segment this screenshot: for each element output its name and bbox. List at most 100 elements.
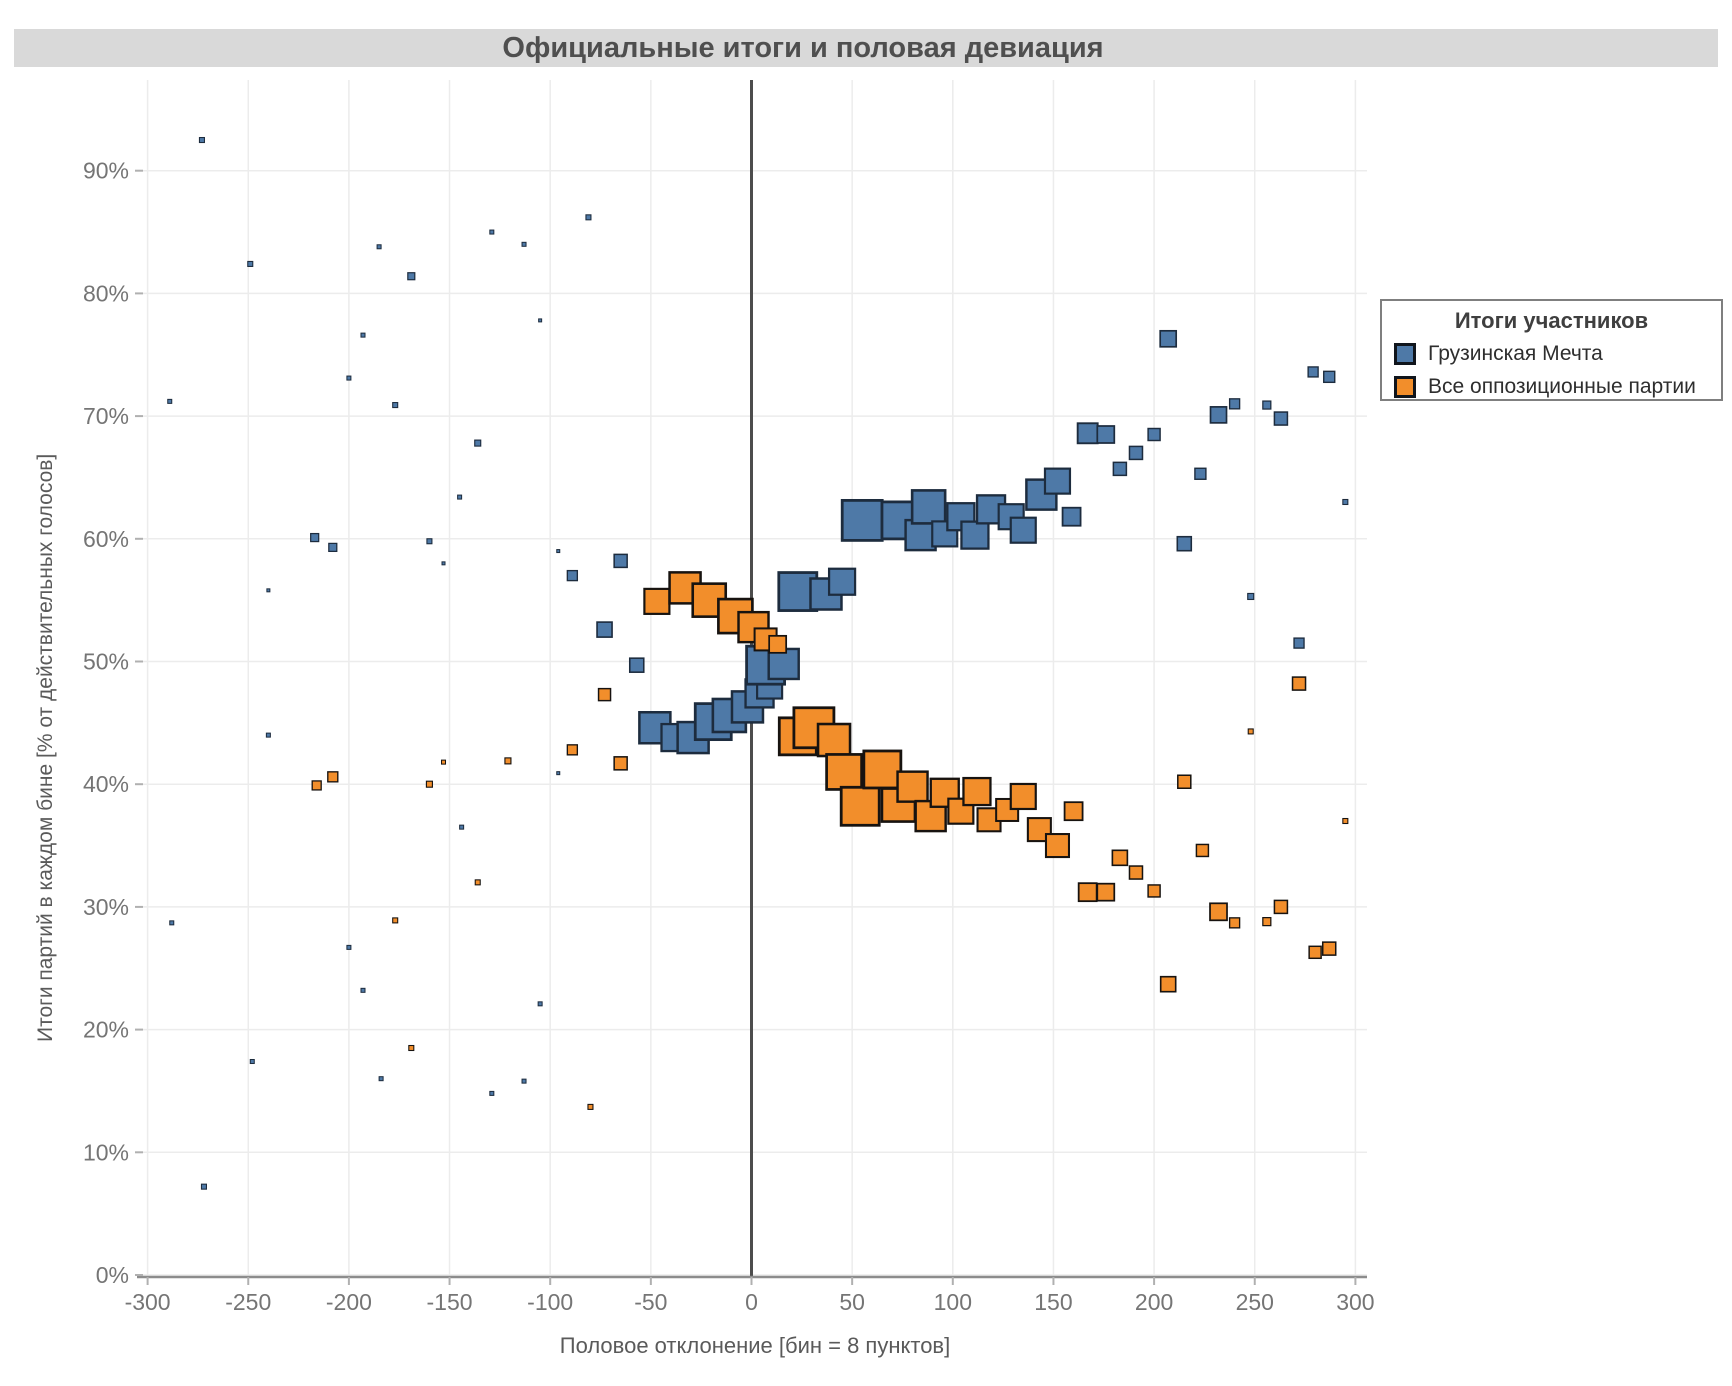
data-point-opposition: [613, 756, 628, 771]
data-point-opposition: [474, 879, 481, 886]
data-point-georgian-dream: [840, 498, 884, 542]
legend-label-opposition: Все оппозиционные партии: [1428, 375, 1696, 398]
x-tick-label: 150: [1034, 1289, 1072, 1315]
y-tick-label: 0%: [96, 1262, 129, 1288]
data-point-opposition: [1342, 817, 1349, 825]
data-point-opposition: [1128, 865, 1144, 880]
data-point-georgian-dream: [441, 561, 446, 566]
data-point-opposition: [587, 1103, 594, 1110]
data-point-opposition: [1195, 843, 1210, 858]
data-point-opposition: [1077, 882, 1098, 903]
x-tick-label: 100: [934, 1289, 972, 1315]
legend-swatch-orange: [1394, 376, 1416, 398]
legend-label-georgian-dream: Грузинская Мечта: [1428, 342, 1603, 365]
data-point-opposition: [1291, 676, 1307, 691]
x-axis-title: Половое отклонение [бин = 8 пунктов]: [559, 1333, 951, 1358]
data-point-opposition: [839, 785, 881, 827]
data-point-georgian-dream: [1009, 516, 1037, 544]
data-point-georgian-dream: [960, 520, 990, 550]
data-point-georgian-dream: [457, 494, 463, 500]
y-tick-label: 20%: [83, 1017, 129, 1043]
legend: Итоги участников Грузинская Мечта Все оп…: [1380, 299, 1723, 401]
data-point-opposition: [425, 780, 433, 788]
y-tick-label: 50%: [83, 649, 129, 675]
data-point-opposition: [825, 753, 863, 791]
data-point-georgian-dream: [266, 588, 271, 593]
x-tick-label: 250: [1236, 1289, 1274, 1315]
data-point-georgian-dream: [585, 214, 592, 221]
data-point-georgian-dream: [247, 260, 254, 267]
data-point-georgian-dream: [249, 1058, 255, 1065]
data-point-georgian-dream: [489, 1090, 495, 1096]
data-point-opposition: [1147, 884, 1161, 898]
data-point-opposition: [1273, 899, 1289, 915]
y-tick-label: 60%: [83, 526, 129, 552]
data-point-georgian-dream: [1112, 461, 1128, 477]
legend-item-georgian-dream: Грузинская Мечта: [1394, 341, 1721, 367]
data-point-opposition: [311, 780, 322, 791]
data-point-opposition: [1247, 728, 1254, 735]
x-tick-label: -150: [427, 1289, 473, 1315]
chart-title: Официальные итоги и половая девиация: [502, 32, 1104, 64]
data-point-opposition: [1308, 945, 1322, 960]
data-point-georgian-dream: [167, 398, 173, 404]
data-point-georgian-dream: [200, 1183, 208, 1190]
data-point-georgian-dream: [1342, 498, 1349, 506]
data-point-georgian-dream: [360, 332, 366, 338]
data-point-georgian-dream: [1293, 637, 1305, 649]
data-point-opposition: [408, 1044, 415, 1052]
data-point-opposition: [1228, 917, 1241, 929]
data-point-georgian-dream: [198, 136, 205, 144]
data-point-georgian-dream: [1228, 398, 1241, 410]
data-point-georgian-dream: [360, 987, 366, 993]
data-point-georgian-dream: [827, 567, 857, 596]
data-point-opposition: [1159, 975, 1177, 993]
data-point-georgian-dream: [474, 439, 482, 447]
data-point-opposition: [597, 687, 612, 702]
data-point-georgian-dream: [459, 824, 465, 830]
data-point-georgian-dream: [1147, 427, 1161, 442]
data-point-opposition: [327, 771, 339, 783]
data-point-georgian-dream: [376, 244, 382, 250]
data-point-georgian-dream: [1209, 406, 1228, 424]
data-point-georgian-dream: [521, 1078, 527, 1084]
data-point-georgian-dream: [1159, 329, 1178, 348]
data-point-georgian-dream: [392, 402, 399, 409]
x-tick-label: 300: [1336, 1289, 1374, 1315]
data-point-georgian-dream: [537, 1001, 543, 1007]
data-point-opposition: [962, 776, 992, 807]
data-point-opposition: [929, 777, 960, 808]
x-tick-label: -100: [527, 1289, 573, 1315]
data-point-georgian-dream: [1194, 467, 1207, 480]
x-tick-label: 50: [839, 1289, 865, 1315]
data-point-georgian-dream: [1061, 506, 1082, 527]
data-point-opposition: [1177, 774, 1192, 790]
data-point-georgian-dream: [1176, 535, 1193, 552]
y-tick-label: 40%: [83, 771, 129, 797]
data-point-georgian-dream: [1043, 467, 1072, 495]
x-tick-label: -250: [225, 1289, 271, 1315]
data-point-georgian-dream: [613, 553, 628, 569]
data-point-georgian-dream: [1247, 592, 1255, 601]
data-point-georgian-dream: [169, 920, 175, 926]
data-point-georgian-dream: [1273, 411, 1289, 426]
data-point-opposition: [768, 634, 788, 654]
data-point-opposition: [896, 770, 929, 803]
x-tick-label: -300: [125, 1289, 171, 1315]
data-point-opposition: [862, 749, 903, 790]
chart-title-bar: Официальные итоги и половая девиация: [14, 29, 1718, 67]
x-tick-label: 200: [1135, 1289, 1173, 1315]
data-point-opposition: [1096, 882, 1116, 902]
data-point-opposition: [1044, 833, 1071, 859]
data-point-georgian-dream: [346, 944, 352, 950]
data-point-georgian-dream: [628, 657, 645, 673]
data-point-georgian-dream: [328, 542, 338, 553]
data-point-georgian-dream: [310, 532, 320, 543]
data-point-georgian-dream: [521, 241, 527, 247]
data-point-opposition: [441, 759, 447, 765]
data-point-georgian-dream: [538, 318, 543, 323]
data-point-georgian-dream: [378, 1076, 384, 1082]
data-point-georgian-dream: [910, 489, 947, 525]
data-point-georgian-dream: [556, 771, 561, 776]
